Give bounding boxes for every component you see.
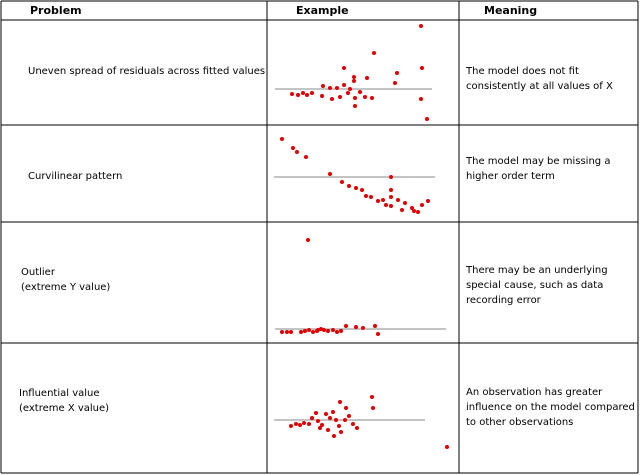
meaning: recording error xyxy=(466,295,542,306)
example-plot xyxy=(275,238,446,336)
meaning: consistently at all values of X xyxy=(466,81,613,92)
meaning: An observation has greater xyxy=(466,387,603,398)
example-plot xyxy=(275,24,432,121)
meaning: to other observations xyxy=(466,417,573,428)
meaning: higher order term xyxy=(466,171,555,182)
example-plot xyxy=(274,137,435,214)
meaning: influence on the model compared xyxy=(466,402,635,413)
problem: Outlier xyxy=(21,267,56,278)
problem: Influential value xyxy=(19,388,100,399)
meaning: The model does not fit xyxy=(465,66,579,77)
problem: Uneven spread of residuals across fitted… xyxy=(28,66,265,77)
problem: (extreme X value) xyxy=(19,403,109,414)
meaning: The model may be missing a xyxy=(465,156,610,167)
meaning: special cause, such as data xyxy=(466,280,603,291)
problem: Curvilinear pattern xyxy=(28,171,122,182)
example-plot xyxy=(274,395,449,449)
meaning: There may be an underlying xyxy=(465,265,608,276)
header: Problem xyxy=(30,4,82,17)
problem: (extreme Y value) xyxy=(21,282,110,293)
header: Example xyxy=(296,4,349,17)
header: Meaning xyxy=(484,4,537,17)
